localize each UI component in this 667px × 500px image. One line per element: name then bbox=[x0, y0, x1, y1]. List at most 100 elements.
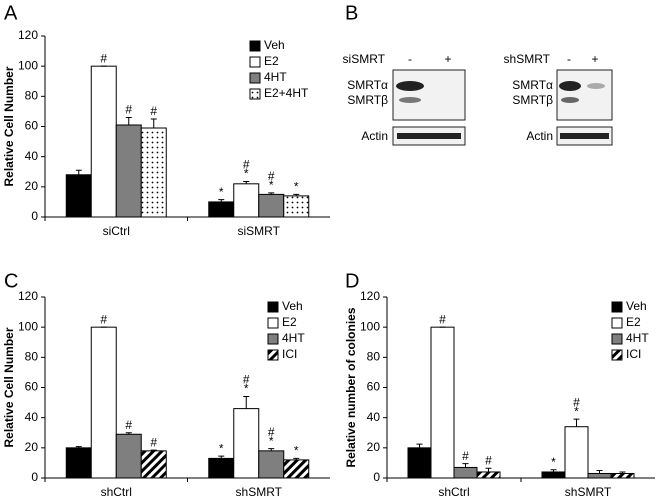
legend-label: Veh bbox=[282, 299, 303, 313]
blot-box bbox=[556, 69, 613, 121]
significance-marker: # bbox=[485, 453, 492, 467]
significance-marker: # bbox=[125, 103, 132, 117]
y-tick-label: 40 bbox=[25, 149, 39, 163]
legend-label: 4HT bbox=[626, 331, 649, 345]
error-bar bbox=[243, 181, 250, 184]
y-tick-label: 80 bbox=[25, 89, 39, 103]
error-bar bbox=[150, 118, 157, 129]
legend-swatch bbox=[249, 88, 261, 100]
blot-box bbox=[392, 69, 466, 121]
legend-swatch bbox=[249, 40, 261, 52]
panel-letter: A bbox=[4, 2, 18, 24]
y-tick-label: 100 bbox=[360, 319, 380, 333]
error-bar bbox=[462, 463, 469, 468]
significance-marker: * bbox=[551, 455, 556, 469]
panel-b: B siSMRT - + SMRTα SMRTβ Actin shSMRT - … bbox=[343, 2, 613, 146]
significance-marker: * bbox=[219, 441, 224, 455]
panel-letter: C bbox=[4, 270, 18, 292]
bar bbox=[90, 65, 117, 218]
significance-marker: * bbox=[294, 444, 299, 458]
significance-marker: * bbox=[269, 434, 274, 448]
significance-marker: * bbox=[219, 185, 224, 199]
bar bbox=[610, 472, 635, 479]
y-tick-label: 60 bbox=[367, 380, 381, 394]
y-axis-label: Relative number of colonies bbox=[344, 307, 358, 467]
target-label: SMRTβ bbox=[512, 93, 553, 107]
target-label: SMRTβ bbox=[347, 93, 388, 107]
legend-label: E2 bbox=[264, 54, 279, 68]
lane-label: + bbox=[591, 52, 598, 66]
bar bbox=[90, 326, 117, 479]
error-bar bbox=[573, 418, 580, 427]
loading-label: Actin bbox=[526, 129, 553, 143]
y-tick-label: 80 bbox=[25, 350, 39, 364]
bar bbox=[430, 326, 455, 479]
significance-marker: * bbox=[294, 180, 299, 194]
y-tick-label: 20 bbox=[367, 440, 381, 454]
lane-label: + bbox=[444, 52, 451, 66]
bar bbox=[587, 472, 612, 479]
significance-marker: # bbox=[243, 158, 250, 172]
legend-swatch bbox=[267, 301, 279, 313]
legend-swatch bbox=[611, 317, 623, 329]
legend-swatch bbox=[249, 56, 261, 68]
significance-marker: * bbox=[269, 178, 274, 192]
legend-swatch bbox=[267, 333, 279, 345]
error-bar bbox=[75, 169, 82, 175]
legend-swatch bbox=[611, 301, 623, 313]
bar bbox=[476, 471, 501, 479]
y-tick-label: 20 bbox=[25, 179, 39, 193]
significance-marker: # bbox=[243, 373, 250, 387]
legend-label: ICI bbox=[282, 347, 297, 361]
legend-label: E2+4HT bbox=[264, 86, 309, 100]
significance-marker: * bbox=[244, 167, 249, 181]
y-tick-label: 0 bbox=[31, 209, 38, 223]
bar bbox=[233, 408, 260, 479]
target-label: SMRTα bbox=[512, 78, 553, 92]
legend-swatch bbox=[611, 333, 623, 345]
bar bbox=[283, 195, 310, 218]
y-tick-label: 100 bbox=[18, 319, 38, 333]
error-bar bbox=[125, 432, 132, 435]
blot-label: shSMRT bbox=[504, 52, 551, 66]
y-tick-label: 40 bbox=[25, 410, 39, 424]
band bbox=[396, 81, 424, 91]
panel-letter: B bbox=[345, 2, 358, 24]
bar bbox=[407, 447, 432, 479]
bar bbox=[208, 457, 235, 479]
y-tick-label: 60 bbox=[25, 380, 39, 394]
y-tick-label: 100 bbox=[18, 58, 38, 72]
band bbox=[587, 83, 605, 89]
significance-marker: # bbox=[100, 312, 107, 326]
legend-label: Veh bbox=[264, 38, 285, 52]
bar bbox=[453, 466, 478, 479]
band bbox=[561, 97, 579, 103]
lane-label: - bbox=[567, 52, 571, 66]
error-bar bbox=[218, 455, 225, 459]
legend-swatch bbox=[267, 349, 279, 361]
x-tick-label: siCtrl bbox=[103, 224, 130, 238]
y-tick-label: 20 bbox=[25, 440, 39, 454]
error-bar bbox=[218, 199, 225, 202]
error-bar bbox=[550, 469, 557, 472]
y-tick-label: 80 bbox=[367, 350, 381, 364]
legend-label: ICI bbox=[626, 347, 641, 361]
significance-marker: # bbox=[462, 449, 469, 463]
y-tick-label: 60 bbox=[25, 119, 39, 133]
band bbox=[399, 97, 421, 103]
legend-label: E2 bbox=[282, 315, 297, 329]
error-bar bbox=[416, 443, 423, 448]
error-bar bbox=[125, 116, 132, 125]
error-bar bbox=[268, 192, 275, 195]
significance-marker: * bbox=[574, 404, 579, 418]
bar bbox=[233, 183, 260, 218]
legend-swatch bbox=[267, 317, 279, 329]
x-tick-label: shCtrl bbox=[438, 485, 469, 499]
bar bbox=[65, 447, 92, 479]
significance-marker: # bbox=[150, 435, 157, 449]
y-tick-label: 0 bbox=[31, 470, 38, 484]
x-tick-label: siSMRT bbox=[238, 224, 281, 238]
significance-marker: # bbox=[268, 169, 275, 183]
blot-label: siSMRT bbox=[343, 52, 386, 66]
